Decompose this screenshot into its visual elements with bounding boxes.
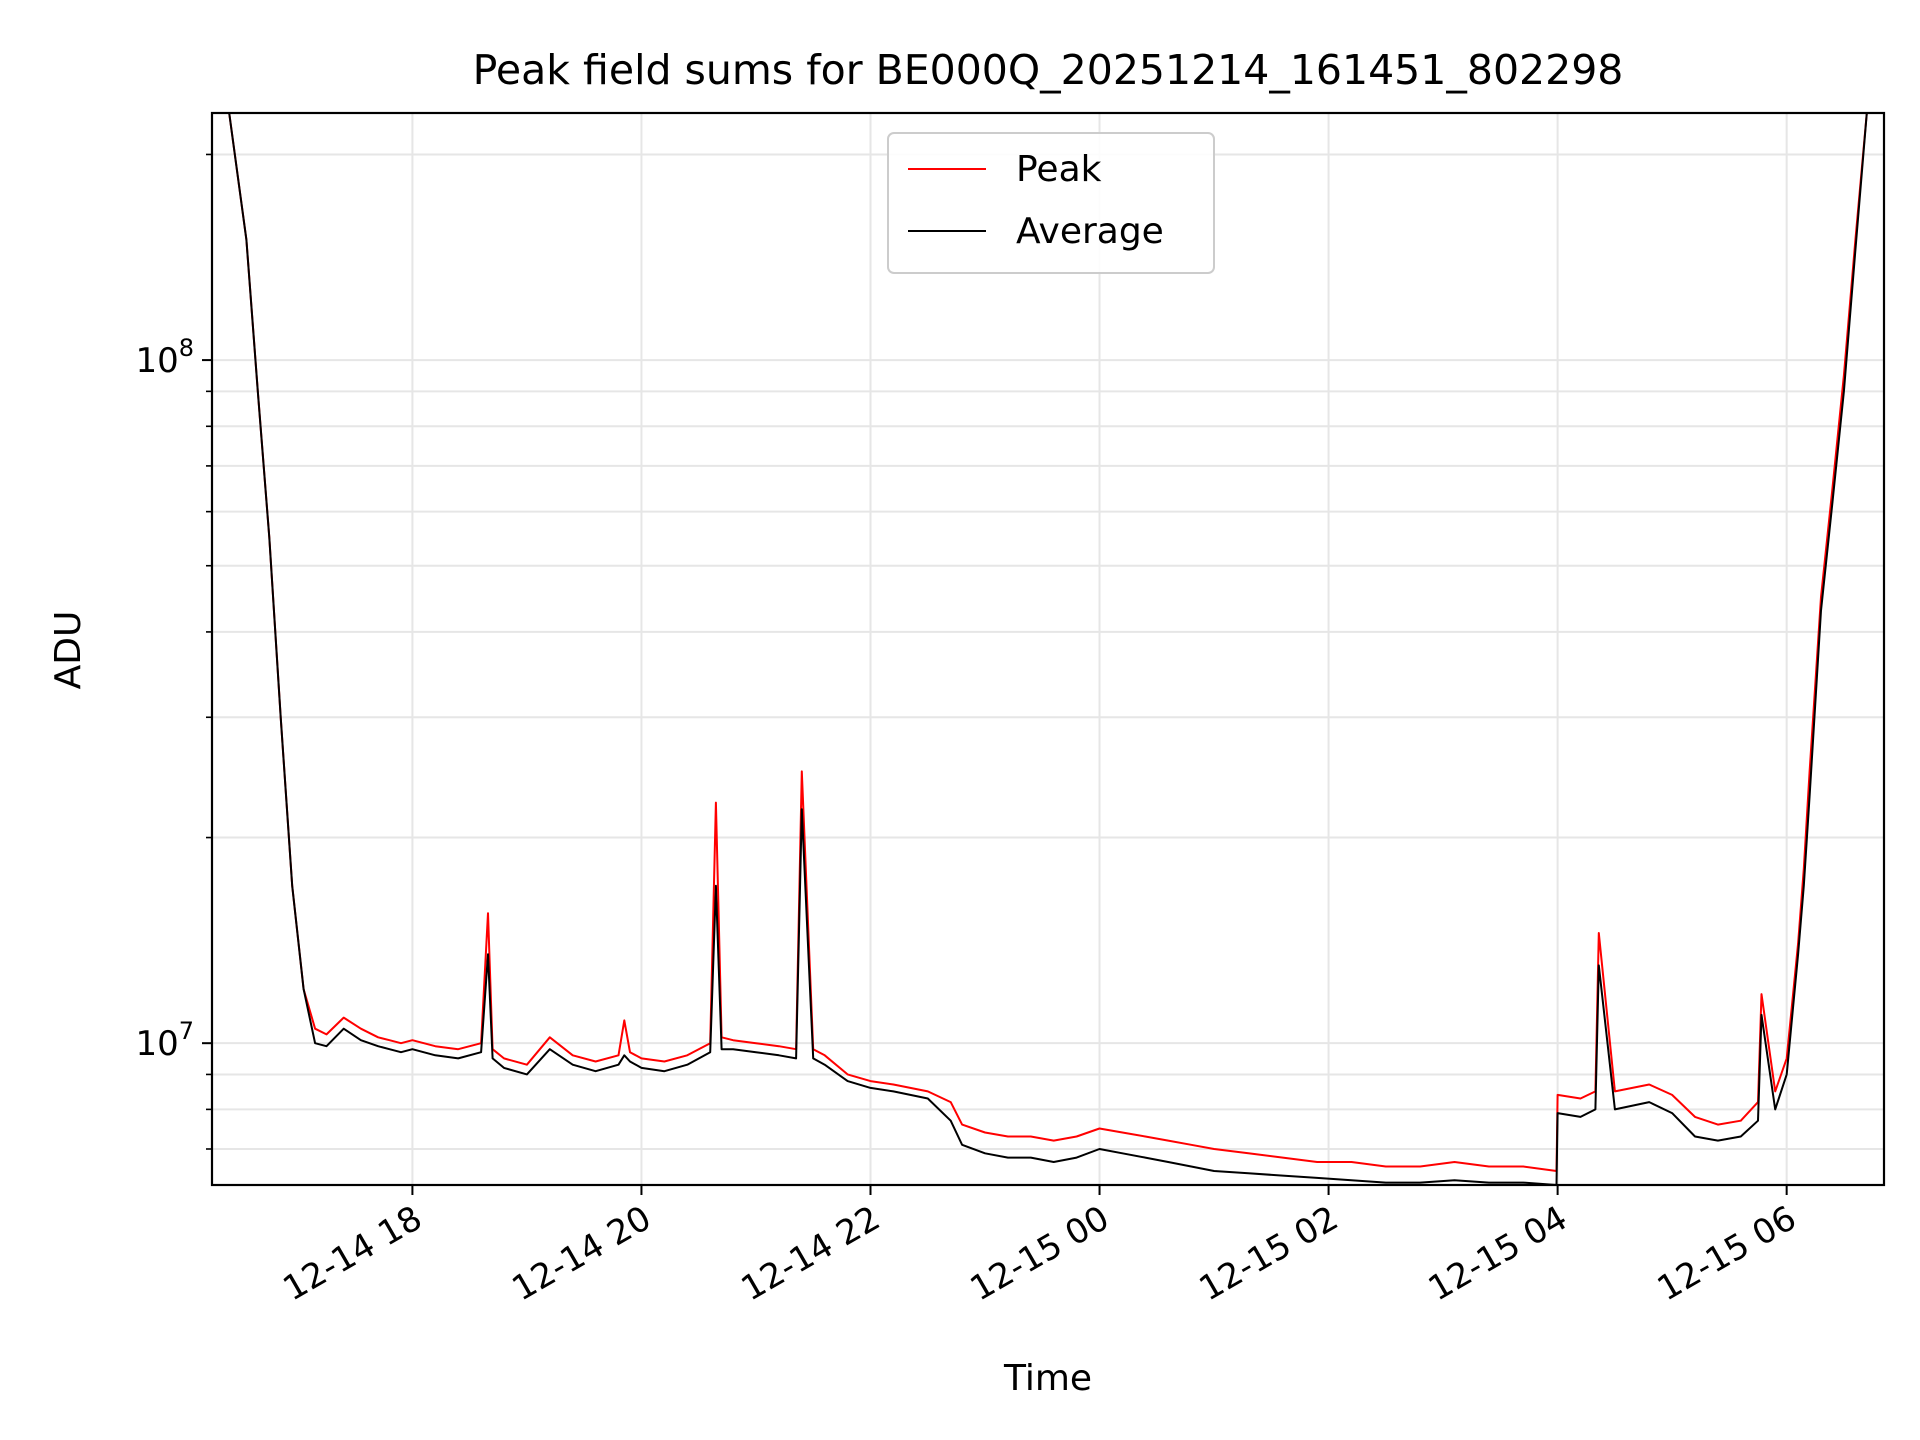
x-tick-label: 12-15 06 bbox=[1651, 1198, 1803, 1309]
y-tick-label-base: 10 bbox=[135, 1024, 178, 1064]
axes: 12-14 18 12-14 20 12-14 22 12-15 00 12-15 02… bbox=[135, 153, 1803, 1309]
y-axis-label: ADU bbox=[48, 611, 89, 690]
grid bbox=[212, 113, 1884, 1185]
legend: Peak Average bbox=[887, 132, 1215, 274]
legend-label-average: Average bbox=[1016, 211, 1164, 252]
y-tick-label-base: 10 bbox=[135, 341, 178, 381]
x-tick-label: 12-14 22 bbox=[735, 1198, 887, 1309]
x-tick-label: 12-14 18 bbox=[277, 1198, 429, 1309]
series-line-peak bbox=[228, 113, 1868, 1172]
x-tick-label: 12-15 02 bbox=[1193, 1198, 1345, 1309]
plot-area-frame bbox=[210, 111, 1886, 1187]
x-axis-label: Time bbox=[1003, 1358, 1092, 1399]
chart-title: Peak field sums for BE000Q_20251214_1614… bbox=[473, 46, 1624, 94]
series-line-average bbox=[228, 113, 1868, 1185]
y-tick-label: 108 bbox=[135, 334, 194, 381]
legend-label-peak: Peak bbox=[1016, 149, 1102, 190]
y-tick-label-exponent: 7 bbox=[179, 1017, 194, 1045]
x-tick-label: 12-15 04 bbox=[1422, 1198, 1574, 1309]
x-tick-label: 12-15 00 bbox=[964, 1198, 1116, 1309]
y-tick-label: 107 bbox=[135, 1017, 194, 1064]
y-tick-label-exponent: 8 bbox=[179, 334, 194, 362]
series-lines bbox=[228, 113, 1868, 1185]
x-tick-label: 12-14 20 bbox=[506, 1198, 658, 1309]
